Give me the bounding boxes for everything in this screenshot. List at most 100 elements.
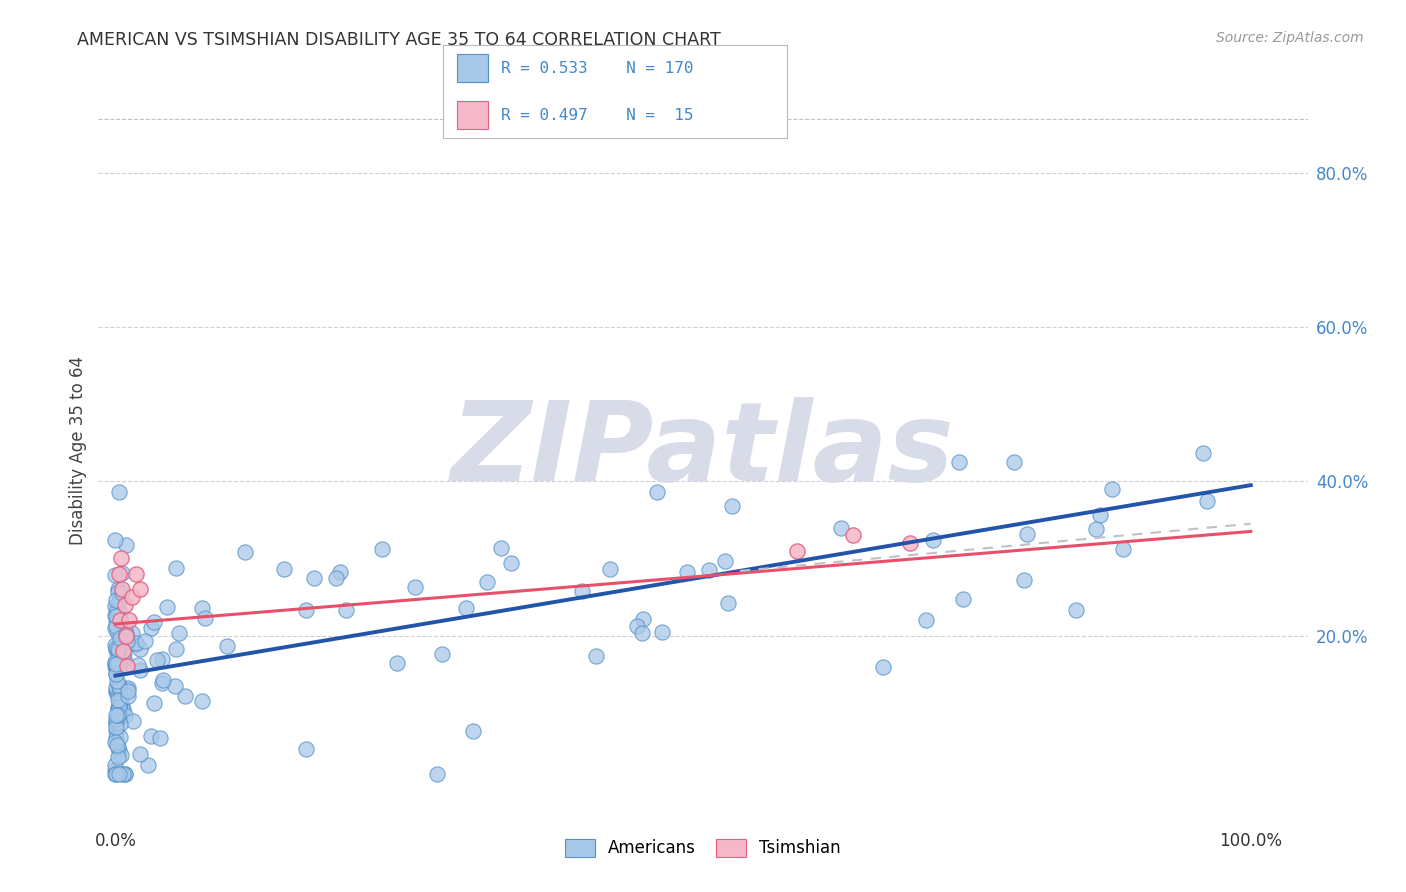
Point — [122, 714, 145, 729]
Point — [104, 731, 127, 746]
Point — [107, 701, 129, 715]
Point — [404, 580, 426, 594]
Point — [194, 611, 217, 625]
Point — [142, 696, 165, 710]
Point — [191, 694, 214, 708]
Point — [107, 689, 129, 703]
Point — [111, 702, 134, 716]
Point — [139, 729, 162, 743]
Point — [107, 661, 129, 675]
Point — [114, 660, 136, 674]
Point — [117, 689, 139, 703]
Point — [107, 641, 129, 656]
Point — [114, 598, 136, 612]
Point — [105, 673, 128, 688]
Point — [111, 767, 134, 781]
Point — [842, 528, 865, 542]
Point — [104, 568, 127, 582]
Point — [104, 599, 127, 613]
Point — [104, 660, 127, 674]
Point — [117, 630, 139, 644]
Point — [114, 624, 136, 639]
Point — [108, 679, 131, 693]
Point — [108, 654, 131, 668]
Point — [104, 657, 127, 672]
Point — [115, 682, 138, 697]
Point — [146, 653, 169, 667]
Point — [426, 767, 449, 781]
Point — [125, 636, 148, 650]
Point — [127, 658, 149, 673]
Point — [150, 676, 173, 690]
Point — [107, 710, 129, 724]
Point — [571, 584, 593, 599]
Point — [717, 596, 740, 610]
Point — [112, 646, 135, 660]
Point — [786, 543, 808, 558]
Point — [152, 673, 174, 688]
Point — [273, 562, 295, 576]
Point — [1101, 482, 1123, 496]
Point — [105, 666, 128, 681]
Point — [105, 712, 128, 726]
Point — [107, 656, 129, 670]
Point — [104, 656, 127, 670]
Point — [107, 485, 129, 500]
Point — [156, 600, 179, 615]
Text: R = 0.497    N =  15: R = 0.497 N = 15 — [502, 108, 695, 123]
Point — [110, 690, 132, 705]
Point — [302, 572, 325, 586]
Point — [107, 767, 129, 781]
Point — [952, 591, 974, 606]
Point — [477, 574, 499, 589]
Point — [651, 624, 673, 639]
Point — [105, 640, 128, 655]
Legend: Americans, Tsimshian: Americans, Tsimshian — [558, 832, 848, 864]
Point — [1017, 527, 1039, 541]
Point — [108, 683, 131, 698]
Point — [107, 594, 129, 608]
Point — [713, 554, 735, 568]
Point — [104, 735, 127, 749]
Point — [110, 747, 132, 762]
Point — [105, 609, 128, 624]
Point — [165, 641, 187, 656]
Point — [105, 714, 128, 729]
Point — [107, 749, 129, 764]
Point — [134, 634, 156, 648]
Point — [105, 603, 128, 617]
Point — [107, 582, 129, 596]
Point — [104, 655, 127, 669]
Point — [112, 644, 135, 658]
Point — [142, 615, 165, 629]
Point — [105, 738, 128, 752]
Point — [105, 720, 128, 734]
Point — [371, 541, 394, 556]
Point — [104, 638, 127, 652]
Point — [872, 659, 894, 673]
Point — [125, 637, 148, 651]
Point — [115, 627, 138, 641]
Point — [108, 731, 131, 745]
Point — [139, 621, 162, 635]
Point — [167, 625, 190, 640]
Point — [163, 679, 186, 693]
Point — [454, 601, 477, 615]
Point — [115, 538, 138, 552]
Point — [105, 624, 128, 639]
Y-axis label: Disability Age 35 to 64: Disability Age 35 to 64 — [69, 356, 87, 545]
Point — [108, 717, 131, 731]
Point — [121, 626, 143, 640]
Point — [1195, 494, 1218, 508]
Point — [174, 689, 197, 703]
Point — [104, 763, 127, 777]
Point — [104, 667, 127, 681]
Bar — [457, 101, 488, 129]
Point — [111, 582, 134, 597]
Text: ZIPatlas: ZIPatlas — [451, 397, 955, 504]
Point — [295, 603, 318, 617]
Point — [105, 714, 128, 728]
Point — [499, 556, 522, 570]
Point — [430, 647, 453, 661]
Point — [105, 662, 128, 676]
